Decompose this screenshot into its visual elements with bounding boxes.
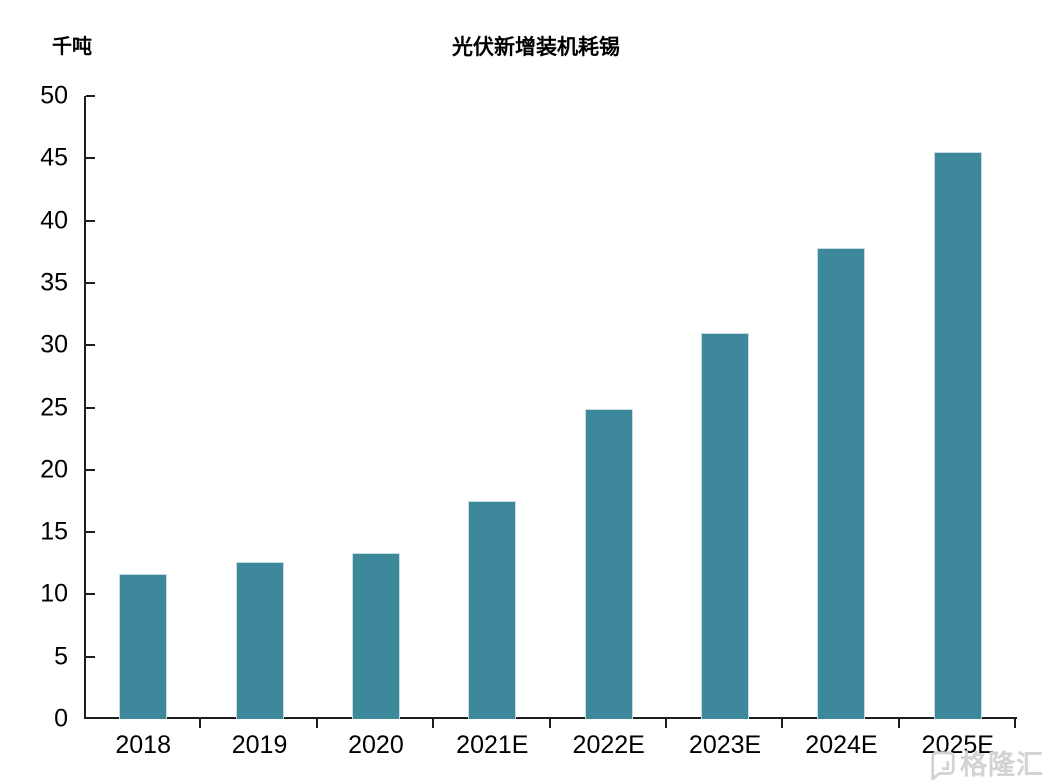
x-axis-tick-mark bbox=[781, 719, 784, 728]
y-axis-tick-label: 35 bbox=[40, 268, 68, 297]
y-axis-tick-mark bbox=[86, 468, 95, 471]
chart-title: 光伏新增装机耗锡 bbox=[452, 36, 620, 59]
x-axis-tick-mark bbox=[199, 719, 202, 728]
y-axis-line bbox=[84, 96, 86, 719]
bar-2025E bbox=[933, 152, 982, 719]
y-axis-tick-label: 40 bbox=[40, 206, 68, 235]
bar-2020 bbox=[351, 553, 400, 719]
x-axis-label-2018: 2018 bbox=[115, 731, 171, 759]
y-axis-tick-label: 15 bbox=[40, 517, 68, 546]
y-axis-tick-label: 10 bbox=[40, 579, 68, 608]
bar-2023E bbox=[701, 332, 750, 719]
y-axis-tick-label: 30 bbox=[40, 330, 68, 359]
y-axis-tick-label: 20 bbox=[40, 455, 68, 484]
bar-2022E bbox=[584, 408, 633, 719]
y-axis-tick-mark bbox=[86, 281, 95, 284]
y-axis-unit-label: 千吨 bbox=[52, 36, 92, 58]
x-axis-label-2025E: 2025E bbox=[921, 731, 994, 759]
y-axis-tick-mark bbox=[86, 344, 95, 347]
y-axis-tick-mark bbox=[86, 157, 95, 160]
bar-2019 bbox=[235, 562, 284, 719]
x-axis-label-2023E: 2023E bbox=[688, 731, 762, 759]
y-axis-tick-mark bbox=[86, 531, 95, 534]
y-axis-tick-label: 25 bbox=[40, 393, 68, 421]
y-axis-tick-mark bbox=[86, 593, 95, 596]
y-axis-tick-label: 0 bbox=[54, 704, 68, 733]
y-axis-tick-mark bbox=[86, 95, 95, 97]
x-axis-label-2019: 2019 bbox=[231, 731, 288, 759]
bar-2018 bbox=[119, 574, 168, 719]
x-axis-tick-mark bbox=[548, 719, 551, 728]
x-axis-label-2022E: 2022E bbox=[572, 731, 645, 759]
x-axis-tick-mark bbox=[664, 719, 667, 728]
x-axis-line bbox=[84, 717, 1017, 719]
y-axis-tick-mark bbox=[86, 655, 95, 658]
bar-2024E bbox=[817, 248, 866, 719]
bar-2021E bbox=[468, 500, 517, 719]
x-axis-tick-mark bbox=[432, 719, 435, 728]
y-axis-tick-label: 45 bbox=[40, 143, 68, 172]
y-axis-tick-label: 5 bbox=[54, 642, 68, 671]
x-axis-tick-mark bbox=[315, 719, 318, 728]
y-axis-tick-label: 50 bbox=[40, 81, 68, 110]
x-axis-label-2020: 2020 bbox=[348, 731, 404, 759]
y-axis-tick-mark bbox=[86, 219, 95, 222]
x-axis-tick-mark bbox=[897, 719, 900, 728]
x-axis-label-2021E: 2021E bbox=[456, 731, 529, 759]
x-axis-label-2024E: 2024E bbox=[805, 731, 878, 759]
y-axis-tick-mark bbox=[86, 406, 95, 409]
x-axis-tick-mark bbox=[1014, 719, 1016, 728]
